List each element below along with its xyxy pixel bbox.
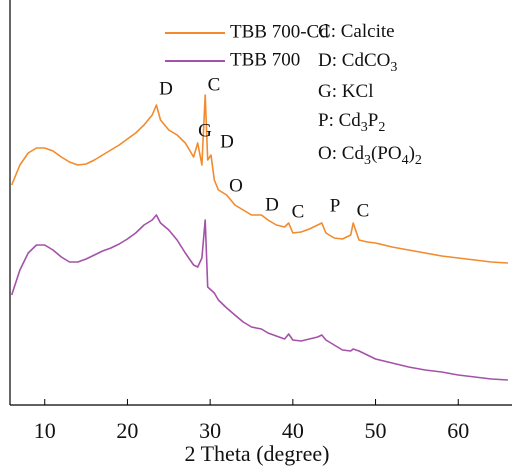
legend-label: TBB 700-Cd (230, 21, 329, 42)
x-tick-label: 30 (199, 418, 221, 443)
peak-label: D (220, 131, 234, 152)
key-label: C: Calcite (318, 21, 395, 42)
peak-label: C (292, 201, 305, 222)
key-label: D: CdCO3 (318, 50, 397, 75)
x-tick-label: 50 (365, 418, 387, 443)
data-line (10, 94, 508, 264)
x-tick-label: 10 (34, 418, 56, 443)
x-tick-label: 60 (447, 418, 469, 443)
x-axis-label: 2 Theta (degree) (185, 441, 330, 466)
peak-label: C (357, 200, 370, 221)
key-label: P: Cd3P2 (318, 110, 385, 135)
x-tick-label: 20 (116, 418, 138, 443)
peak-label: D (265, 194, 279, 215)
peak-label: C (208, 74, 221, 95)
peak-label: G (198, 120, 212, 141)
data-line (10, 214, 508, 381)
peak-label: O (229, 175, 243, 196)
key-label: G: KCl (318, 81, 373, 102)
peak-label: D (159, 78, 173, 99)
key-label: O: Cd3(PO4)2 (318, 143, 422, 168)
legend-label: TBB 700 (230, 49, 300, 70)
x-tick-label: 40 (282, 418, 304, 443)
peak-label: P (330, 195, 341, 216)
